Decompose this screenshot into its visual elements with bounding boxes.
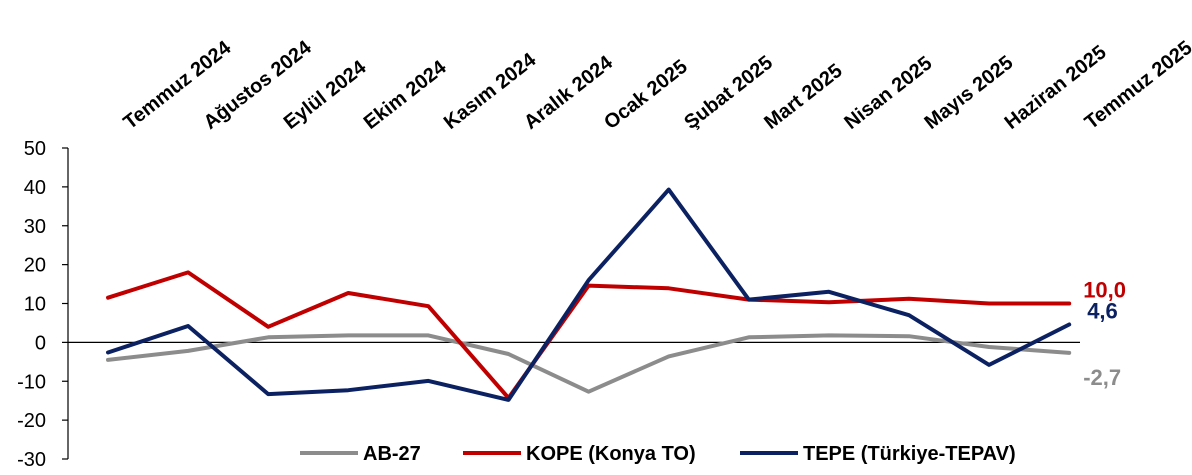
y-tick-label: -30 xyxy=(17,449,46,471)
end-value-label: 4,6 xyxy=(1087,298,1118,323)
series-line-1 xyxy=(106,270,1072,400)
x-tick-label: Nisan 2025 xyxy=(840,52,936,134)
legend-label: AB-27 xyxy=(363,443,421,465)
legend: AB-27 KOPE (Konya TO) TEPE (Türkiye-TEPAV) xyxy=(300,443,1016,465)
x-tick-label: Ekim 2024 xyxy=(360,56,451,134)
y-axis: 50 40 30 20 10 0 -10 -20 -30 xyxy=(17,138,69,471)
y-tick-label: -10 xyxy=(17,371,46,393)
y-tick-label: 50 xyxy=(24,138,46,160)
series-line-2 xyxy=(106,187,1072,402)
x-tick-label: Şubat 2025 xyxy=(680,52,777,134)
end-value-label: 10,0 xyxy=(1083,278,1126,303)
y-tick-label: 30 xyxy=(24,216,46,238)
y-tick-label: 10 xyxy=(24,294,46,316)
series-lines xyxy=(106,187,1072,402)
y-tick-label: 20 xyxy=(24,255,46,277)
legend-label: TEPE (Türkiye-TEPAV) xyxy=(803,443,1016,465)
series-line-0 xyxy=(106,333,1072,394)
y-tick-label: 40 xyxy=(24,177,46,199)
y-tick-label: 0 xyxy=(35,332,46,354)
x-tick-label: Mayıs 2025 xyxy=(921,52,1018,134)
end-labels: -2,7 10,04,6 xyxy=(1083,278,1126,390)
y-tick-label: -20 xyxy=(17,410,46,432)
end-value-label: -2,7 xyxy=(1083,365,1121,390)
legend-label: KOPE (Konya TO) xyxy=(526,443,696,465)
